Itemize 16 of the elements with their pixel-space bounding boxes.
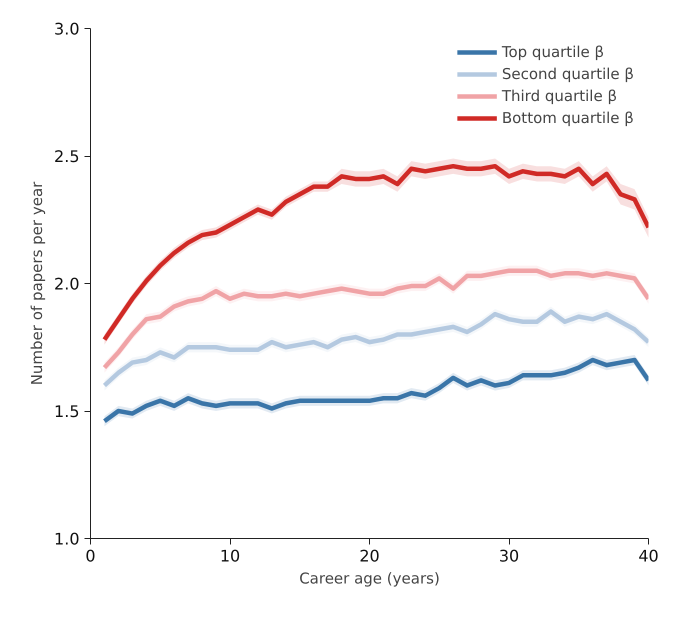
x-tick-label: 40	[638, 546, 659, 566]
legend-label: Third quartile β	[502, 87, 618, 105]
y-tick-label: 3.0	[54, 20, 80, 38]
legend-label: Top quartile β	[502, 43, 604, 61]
y-tick-label: 1.5	[54, 402, 80, 421]
y-tick-label: 2.5	[54, 147, 80, 166]
y-tick-label: 2.0	[54, 274, 80, 294]
legend-label: Bottom quartile β	[502, 109, 634, 127]
x-tick-label: 10	[220, 546, 240, 566]
x-tick-label: 20	[359, 546, 380, 566]
x-tick-label: 30	[498, 546, 520, 566]
x-tick-label: 0	[85, 546, 96, 566]
y-tick-label: 1.0	[54, 530, 80, 548]
legend-label: Second quartile β	[502, 65, 634, 83]
x-axis-title: Career age (years)	[299, 570, 440, 588]
y-axis-title: Number of papers per year	[28, 180, 46, 386]
